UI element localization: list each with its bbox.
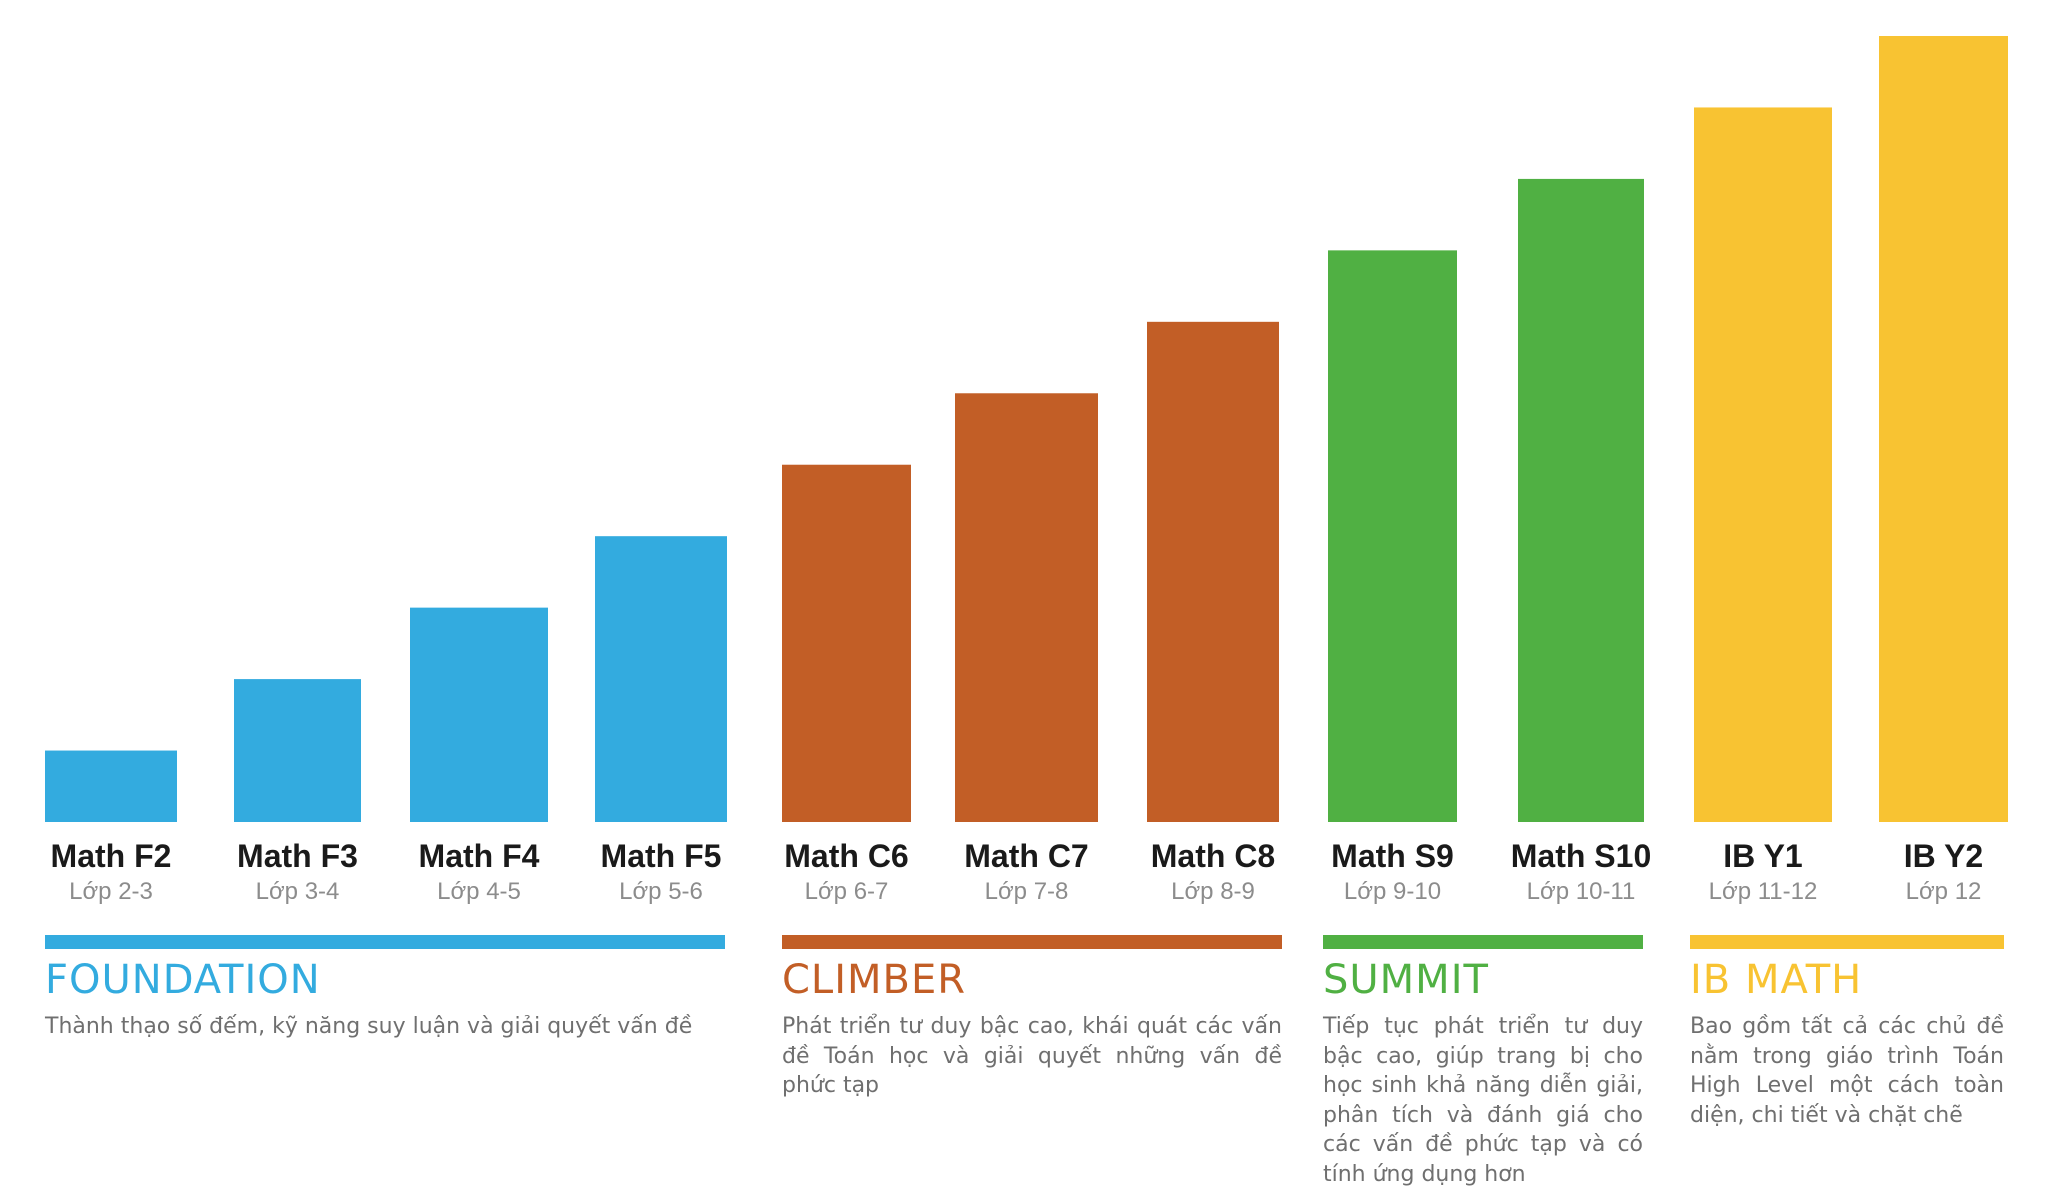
bar-label-math-c7: Math C7 xyxy=(964,838,1088,874)
group-climber-description: Phát triển tư duy bậc cao, khái quát các… xyxy=(782,1014,1282,1098)
bar-label-math-s9: Math S9 xyxy=(1331,838,1454,874)
bar-grade-math-c7: Lớp 7-8 xyxy=(985,878,1069,905)
group-ib-math-title: IB MATH xyxy=(1690,957,1863,1003)
bar-grade-math-s9: Lớp 9-10 xyxy=(1344,878,1441,905)
bar-label-ib-y1: IB Y1 xyxy=(1723,838,1802,874)
bar-math-f4 xyxy=(410,607,548,822)
bar-math-f3 xyxy=(234,679,361,822)
group-foundation-line xyxy=(45,935,725,949)
bar-grade-ib-y1: Lớp 11-12 xyxy=(1709,878,1818,905)
bar-math-f2 xyxy=(45,750,177,822)
bar-math-s10 xyxy=(1518,178,1644,823)
bar-math-c6 xyxy=(782,464,911,822)
group-ib-math-line xyxy=(1690,935,2004,949)
bar-label-math-s10: Math S10 xyxy=(1511,838,1651,874)
bar-label-math-f3: Math F3 xyxy=(237,838,358,874)
bar-grade-math-c8: Lớp 8-9 xyxy=(1171,878,1255,905)
bar-label-math-f4: Math F4 xyxy=(419,838,540,874)
group-foundation-title: FOUNDATION xyxy=(45,957,321,1003)
bar-label-math-c8: Math C8 xyxy=(1151,838,1275,874)
bar-label-math-f2: Math F2 xyxy=(51,838,172,874)
bar-math-f5 xyxy=(595,536,727,822)
bar-math-c8 xyxy=(1147,321,1279,822)
bar-math-c7 xyxy=(955,393,1098,822)
bar-ib-y1 xyxy=(1694,107,1832,823)
bar-label-ib-y2: IB Y2 xyxy=(1904,838,1983,874)
bar-grade-math-f3: Lớp 3-4 xyxy=(256,878,340,905)
bar-label-math-f5: Math F5 xyxy=(601,838,722,874)
group-summit-line xyxy=(1323,935,1643,949)
bar-grade-math-f2: Lớp 2-3 xyxy=(69,878,153,905)
group-foundation-description: Thành thạo số đếm, kỹ năng suy luận và g… xyxy=(45,1014,693,1039)
bar-ib-y2 xyxy=(1879,36,2008,822)
bar-grade-math-f4: Lớp 4-5 xyxy=(437,878,521,905)
bar-label-math-c6: Math C6 xyxy=(784,838,908,874)
bar-grade-math-f5: Lớp 5-6 xyxy=(619,878,703,905)
bar-grade-math-c6: Lớp 6-7 xyxy=(805,878,889,905)
group-summit-title: SUMMIT xyxy=(1323,957,1489,1003)
bar-grade-ib-y2: Lớp 12 xyxy=(1906,878,1982,905)
bar-grade-math-s10: Lớp 10-11 xyxy=(1527,878,1636,905)
group-climber-title: CLIMBER xyxy=(782,957,967,1003)
group-ib-math-description: Bao gồm tất cả các chủ đề nằm trong giáo… xyxy=(1690,1014,2004,1128)
bar-math-s9 xyxy=(1328,250,1457,822)
group-summit-description: Tiếp tục phát triển tư duy bậc cao, giúp… xyxy=(1323,1014,1643,1187)
group-climber-line xyxy=(782,935,1282,949)
